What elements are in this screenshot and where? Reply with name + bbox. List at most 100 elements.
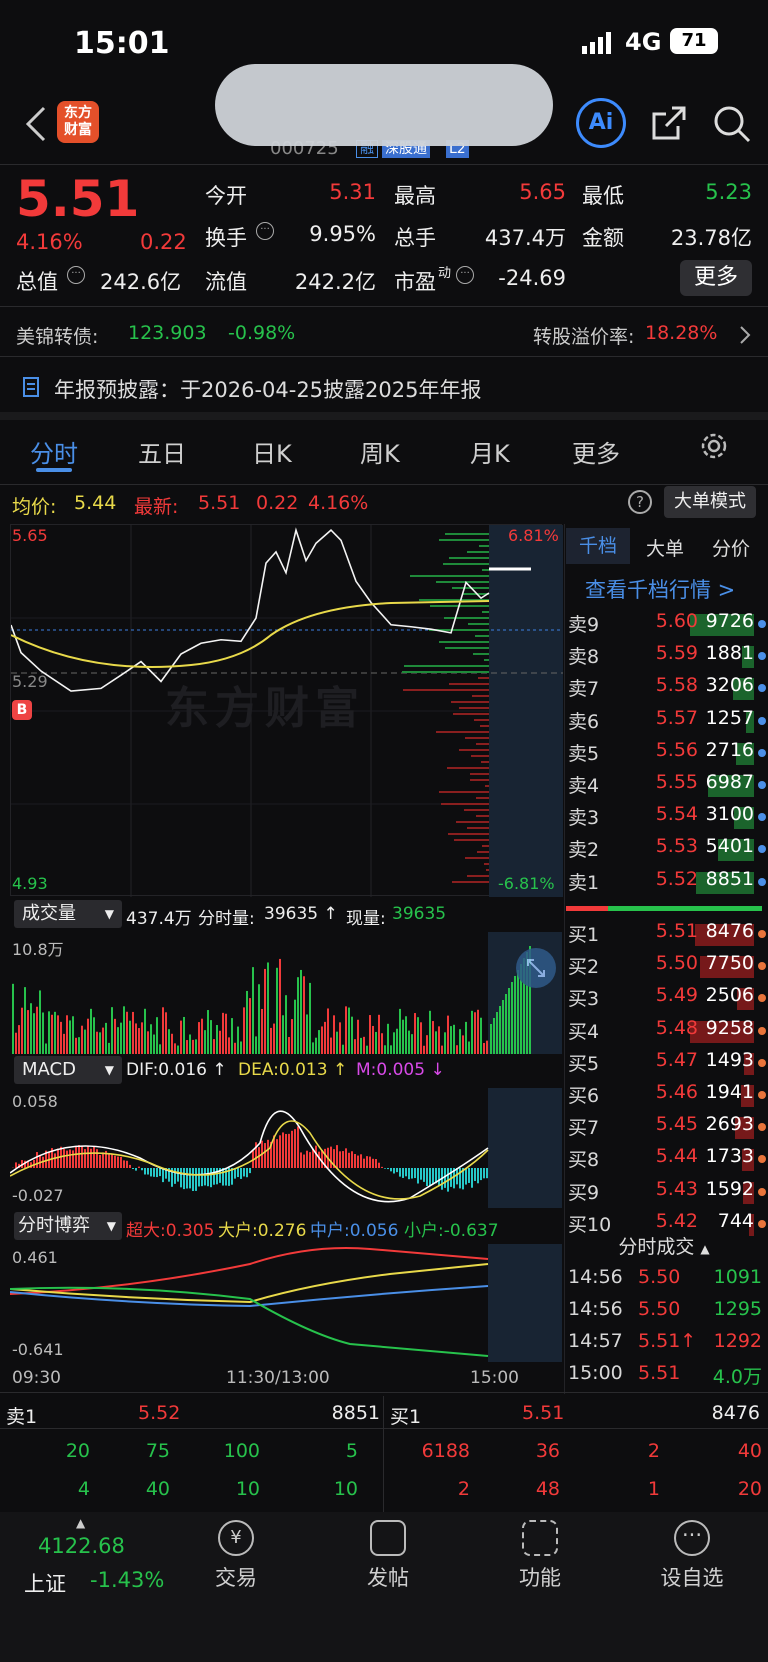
volume-bar bbox=[321, 1026, 323, 1054]
ask-row[interactable]: 卖9 5.60 9726 bbox=[566, 610, 766, 642]
trades-title[interactable]: 分时成交 ▲ bbox=[618, 1236, 710, 1258]
depth-bar bbox=[484, 659, 489, 661]
macd-bar bbox=[99, 1155, 101, 1168]
volume-bar bbox=[354, 1039, 356, 1054]
ask-row[interactable]: 卖4 5.55 6987 bbox=[566, 771, 766, 803]
volume-bar bbox=[237, 1026, 239, 1054]
ask-row[interactable]: 卖8 5.59 1881 bbox=[566, 642, 766, 674]
bid-row[interactable]: 买7 5.45 2693 bbox=[566, 1113, 766, 1145]
info-icon[interactable]: ··· bbox=[67, 266, 85, 284]
macd-bar bbox=[342, 1151, 344, 1168]
bid-dot bbox=[758, 1026, 766, 1035]
index-pct[interactable]: -1.43% bbox=[90, 1568, 165, 1592]
index-name[interactable]: 上证 bbox=[24, 1572, 66, 1596]
volume-bar bbox=[126, 1011, 128, 1054]
ask-qty: 2716 bbox=[705, 738, 754, 761]
macd-bar bbox=[132, 1168, 134, 1170]
volume-now-label: 现量: bbox=[346, 909, 386, 929]
volume-bar bbox=[249, 998, 251, 1054]
game-selector[interactable]: 分时博弈 ▼ bbox=[14, 1212, 122, 1240]
nav-post[interactable]: 发帖 bbox=[338, 1520, 438, 1592]
bid-row[interactable]: 买4 5.48 9258 bbox=[566, 1017, 766, 1049]
ask-label: 卖6 bbox=[568, 710, 600, 733]
bid-row[interactable]: 买1 5.51 8476 bbox=[566, 920, 766, 952]
search-icon[interactable] bbox=[712, 104, 752, 144]
tab-more[interactable]: 更多 bbox=[572, 440, 620, 468]
help-icon[interactable]: ? bbox=[628, 490, 652, 514]
ask-row[interactable]: 卖3 5.54 3100 bbox=[566, 803, 766, 835]
ask-row[interactable]: 卖7 5.58 3206 bbox=[566, 674, 766, 706]
volume-bar bbox=[294, 999, 296, 1054]
bond-name[interactable]: 美锦转债: bbox=[16, 326, 99, 348]
expand-icon[interactable] bbox=[516, 948, 556, 988]
ob-tab-price[interactable]: 分价 bbox=[712, 538, 751, 560]
info-icon[interactable]: ··· bbox=[256, 222, 274, 240]
macd-bar bbox=[189, 1168, 191, 1189]
ai-button[interactable]: Ai bbox=[576, 98, 626, 148]
more-button[interactable]: 更多 bbox=[680, 260, 752, 296]
future-area bbox=[489, 525, 563, 897]
big-order-mode-button[interactable]: 大单模式 bbox=[664, 486, 756, 518]
volume-bar bbox=[117, 1027, 119, 1054]
back-icon[interactable] bbox=[24, 104, 48, 144]
bid-row[interactable]: 买3 5.49 2506 bbox=[566, 984, 766, 1016]
nav-watchlist[interactable]: ··· 设自选 bbox=[642, 1520, 742, 1592]
stock-title-pill[interactable] bbox=[215, 64, 553, 146]
tab-weekly-k[interactable]: 周K bbox=[360, 440, 400, 468]
macd-bar bbox=[462, 1168, 464, 1190]
macd-bar bbox=[39, 1155, 41, 1168]
macd-bar bbox=[78, 1145, 80, 1168]
bid-row[interactable]: 买10 5.42 744 bbox=[566, 1210, 766, 1242]
volume-bar bbox=[81, 1025, 83, 1054]
macd-bar bbox=[417, 1168, 419, 1184]
bid-row[interactable]: 买2 5.50 7750 bbox=[566, 952, 766, 984]
dropdown-icon: ▼ bbox=[104, 1063, 114, 1077]
nav-trade[interactable]: ¥ 交易 bbox=[186, 1520, 286, 1592]
tab-daily-k[interactable]: 日K bbox=[252, 440, 292, 468]
ask-row[interactable]: 卖6 5.57 1257 bbox=[566, 707, 766, 739]
volume-bar bbox=[300, 969, 302, 1054]
volume-bar bbox=[219, 1030, 221, 1054]
chevron-right-icon[interactable] bbox=[738, 324, 752, 346]
macd-selector[interactable]: MACD ▼ bbox=[14, 1056, 122, 1084]
index-value[interactable]: 4122.68 bbox=[38, 1534, 125, 1558]
ask-row[interactable]: 卖1 5.52 8851 bbox=[566, 868, 766, 900]
ask-price: 5.59 bbox=[655, 642, 698, 665]
volume-bar bbox=[144, 1008, 146, 1054]
macd-bar bbox=[213, 1168, 215, 1185]
info-icon[interactable]: ··· bbox=[456, 266, 474, 284]
ob-tab-1000[interactable]: 千档 bbox=[566, 528, 630, 564]
macd-bar bbox=[429, 1168, 431, 1186]
notice-text[interactable]: 年报预披露：于2026-04-25披露2025年年报 bbox=[54, 378, 482, 402]
macd-bar bbox=[477, 1168, 479, 1184]
bid-row[interactable]: 买6 5.46 1941 bbox=[566, 1081, 766, 1113]
depth-bar bbox=[467, 551, 489, 553]
volume-bar bbox=[168, 1029, 170, 1054]
bid-row[interactable]: 买8 5.44 1733 bbox=[566, 1145, 766, 1177]
bid-row[interactable]: 买9 5.43 1592 bbox=[566, 1178, 766, 1210]
bid-row[interactable]: 买5 5.47 1493 bbox=[566, 1049, 766, 1081]
gear-icon[interactable] bbox=[698, 430, 730, 462]
intraday-chart[interactable] bbox=[10, 524, 563, 897]
tab-intraday[interactable]: 分时 bbox=[30, 440, 78, 468]
ask-row[interactable]: 卖2 5.53 5401 bbox=[566, 835, 766, 867]
volume-bar bbox=[60, 1021, 62, 1054]
tab-5day[interactable]: 五日 bbox=[138, 440, 186, 468]
macd-bar bbox=[129, 1164, 131, 1168]
depth-bar bbox=[480, 725, 489, 727]
bid-price: 5.47 bbox=[655, 1048, 698, 1071]
tab-monthly-k[interactable]: 月K bbox=[470, 440, 510, 468]
share-icon[interactable] bbox=[650, 104, 688, 142]
ask-row[interactable]: 卖5 5.56 2716 bbox=[566, 739, 766, 771]
volume-selector[interactable]: 成交量 ▼ bbox=[14, 900, 122, 928]
macd-bar bbox=[126, 1160, 128, 1168]
macd-bar bbox=[180, 1168, 182, 1188]
network-type: 4G bbox=[625, 28, 662, 56]
ob-tab-bigorder[interactable]: 大单 bbox=[646, 538, 685, 560]
bid-qty: 1941 bbox=[705, 1081, 754, 1103]
volume-bar bbox=[393, 1032, 395, 1054]
macd-bar bbox=[96, 1149, 98, 1168]
ask-label: 卖2 bbox=[568, 839, 600, 862]
nav-function[interactable]: 功能 bbox=[490, 1520, 590, 1592]
ob-link[interactable]: 查看千档行情 > bbox=[585, 578, 736, 602]
